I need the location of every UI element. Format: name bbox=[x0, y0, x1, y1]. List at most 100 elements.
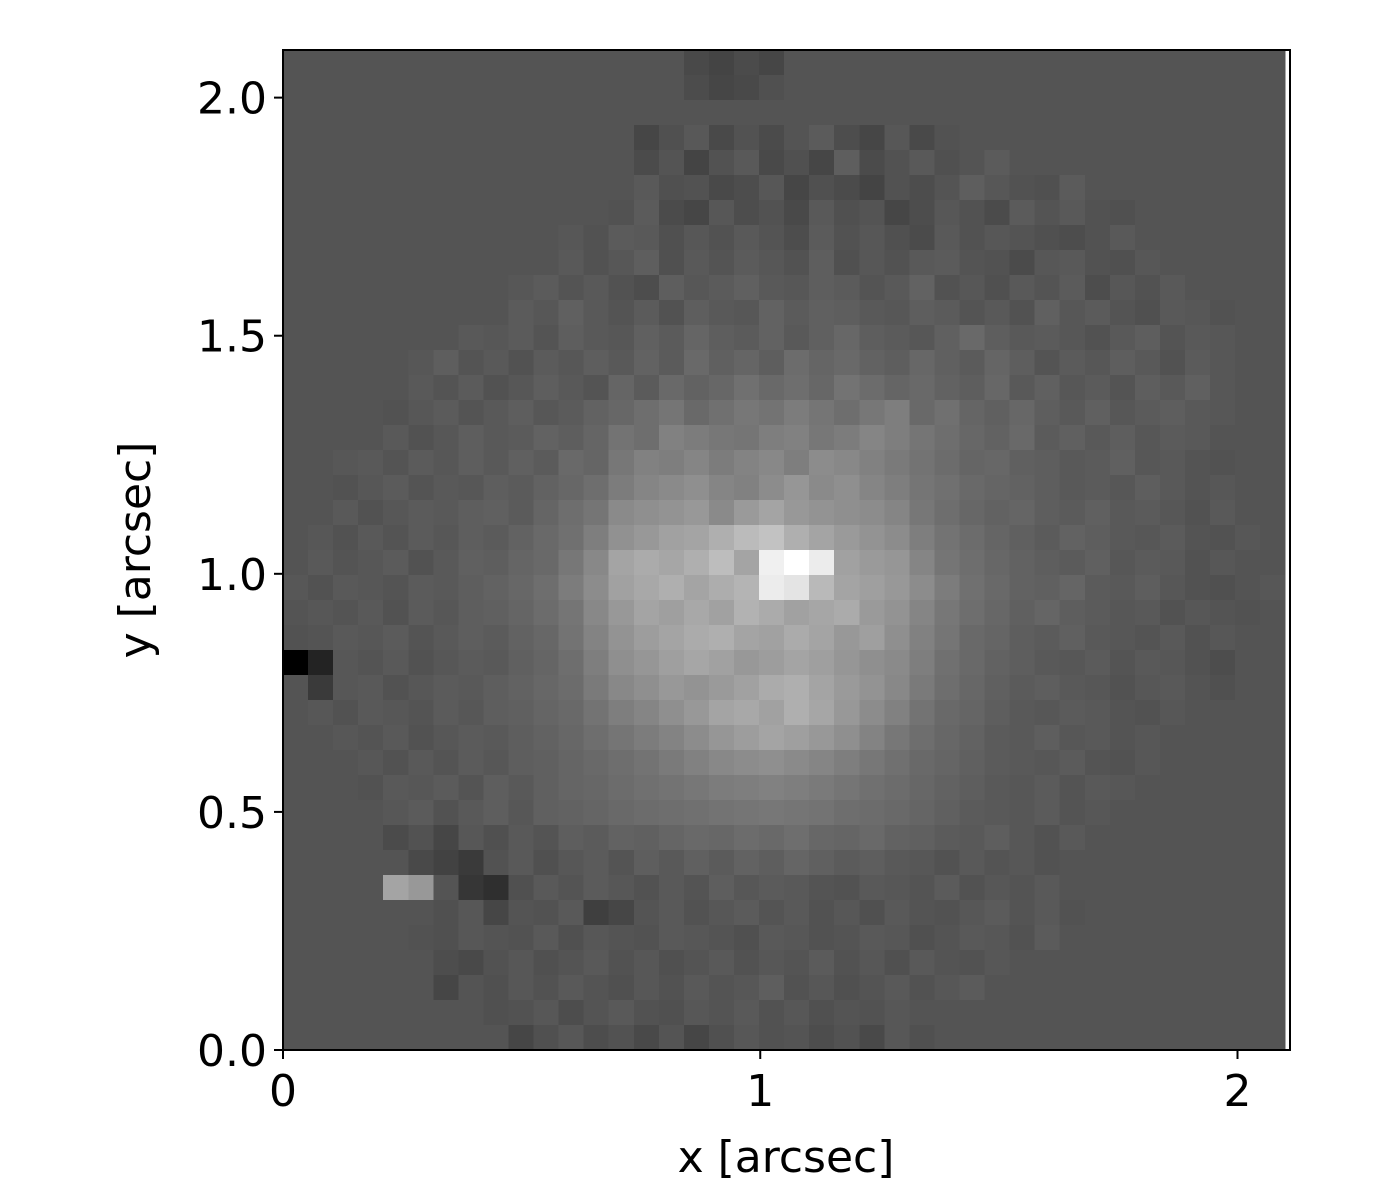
pixel bbox=[308, 600, 334, 626]
pixel bbox=[784, 825, 810, 851]
pixel bbox=[333, 525, 359, 551]
pixel bbox=[1059, 200, 1086, 226]
pixel bbox=[1109, 425, 1136, 451]
pixel bbox=[283, 75, 309, 101]
pixel bbox=[358, 725, 384, 751]
pixel bbox=[859, 575, 885, 601]
pixel bbox=[1009, 475, 1036, 501]
pixel bbox=[834, 275, 860, 301]
pixel bbox=[283, 600, 309, 626]
pixel bbox=[1134, 175, 1161, 201]
pixel bbox=[1159, 475, 1186, 501]
pixel bbox=[558, 925, 585, 951]
pixel bbox=[483, 325, 510, 351]
pixel bbox=[1210, 675, 1236, 701]
pixel bbox=[734, 100, 760, 126]
pixel bbox=[408, 125, 434, 151]
pixel bbox=[1210, 600, 1236, 626]
pixel bbox=[708, 725, 735, 751]
pixel bbox=[1109, 650, 1136, 676]
pixel bbox=[383, 650, 409, 676]
pixel bbox=[633, 950, 660, 976]
pixel bbox=[1159, 100, 1186, 126]
pixel bbox=[508, 875, 535, 901]
pixel bbox=[1235, 175, 1261, 201]
pixel bbox=[1009, 250, 1036, 276]
pixel bbox=[658, 675, 685, 701]
pixel bbox=[859, 850, 885, 876]
pixel bbox=[458, 775, 484, 801]
pixel bbox=[1210, 325, 1236, 351]
pixel bbox=[558, 125, 585, 151]
pixel bbox=[1185, 50, 1211, 76]
pixel bbox=[508, 725, 535, 751]
image bbox=[283, 50, 1286, 1051]
pixel bbox=[633, 775, 660, 801]
pixel bbox=[683, 350, 710, 376]
pixel bbox=[1260, 400, 1286, 426]
pixel bbox=[834, 325, 860, 351]
pixel bbox=[1034, 50, 1061, 76]
pixel bbox=[608, 250, 635, 276]
pixel bbox=[533, 100, 560, 126]
pixel bbox=[1210, 475, 1236, 501]
pixel bbox=[283, 500, 309, 526]
pixel bbox=[834, 1025, 860, 1051]
pixel bbox=[383, 900, 409, 926]
pixel bbox=[934, 100, 961, 126]
pixel bbox=[909, 75, 935, 101]
pixel bbox=[1084, 375, 1111, 401]
pixel bbox=[558, 275, 585, 301]
pixel bbox=[1134, 850, 1161, 876]
x-axis-label: x [arcsec] bbox=[678, 1132, 895, 1183]
pixel bbox=[1034, 225, 1061, 251]
pixel bbox=[558, 425, 585, 451]
pixel bbox=[1084, 300, 1111, 326]
pixel bbox=[1260, 175, 1286, 201]
pixel bbox=[834, 600, 860, 626]
pixel bbox=[483, 700, 510, 726]
pixel bbox=[1185, 250, 1211, 276]
pixel bbox=[784, 325, 810, 351]
pixel bbox=[658, 50, 685, 76]
pixel bbox=[884, 950, 910, 976]
pixel bbox=[1134, 725, 1161, 751]
pixel bbox=[909, 475, 935, 501]
pixel bbox=[1084, 225, 1111, 251]
pixel bbox=[934, 550, 961, 576]
pixel bbox=[283, 325, 309, 351]
pixel bbox=[959, 100, 986, 126]
pixel bbox=[809, 400, 835, 426]
pixel bbox=[909, 825, 935, 851]
pixel bbox=[683, 750, 710, 776]
pixel bbox=[333, 250, 359, 276]
pixel bbox=[1134, 200, 1161, 226]
pixel bbox=[809, 75, 835, 101]
pixel bbox=[1159, 150, 1186, 176]
pixel bbox=[909, 750, 935, 776]
pixel bbox=[358, 75, 384, 101]
pixel bbox=[1059, 275, 1086, 301]
pixel bbox=[558, 200, 585, 226]
y-tick-label: 0.5 bbox=[197, 788, 267, 839]
pixel bbox=[658, 900, 685, 926]
pixel bbox=[658, 275, 685, 301]
pixel bbox=[884, 350, 910, 376]
pixel bbox=[358, 775, 384, 801]
pixel bbox=[408, 900, 434, 926]
pixel bbox=[1009, 275, 1036, 301]
pixel bbox=[1059, 575, 1086, 601]
pixel bbox=[859, 175, 885, 201]
pixel bbox=[1185, 375, 1211, 401]
pixel bbox=[383, 325, 409, 351]
pixel bbox=[708, 125, 735, 151]
pixel bbox=[583, 875, 610, 901]
pixel bbox=[458, 700, 484, 726]
pixel bbox=[683, 525, 710, 551]
pixel bbox=[1235, 150, 1261, 176]
pixel bbox=[734, 800, 760, 826]
pixel bbox=[533, 875, 560, 901]
pixel bbox=[959, 625, 986, 651]
pixel bbox=[1134, 275, 1161, 301]
pixel bbox=[834, 1000, 860, 1026]
